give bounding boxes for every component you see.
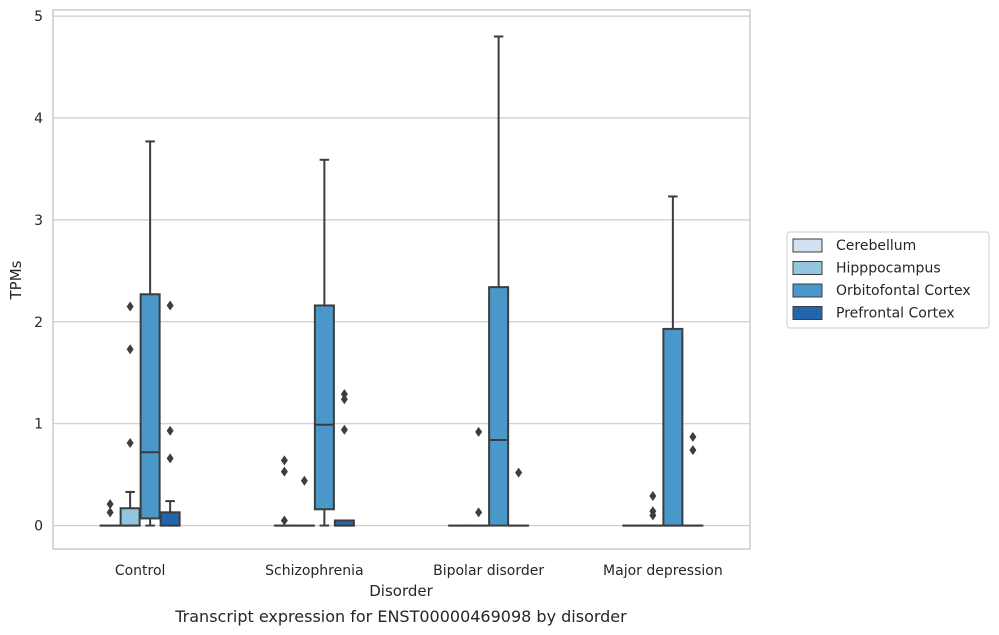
legend: Cerebellum Hipppocampus Orbitofontal Corte…: [786, 231, 990, 329]
outlier-point: [689, 445, 697, 456]
outlier-point: [340, 389, 348, 400]
x-tick-label: Major depression: [603, 563, 723, 579]
box: [139, 293, 161, 520]
legend-swatch: [792, 283, 823, 298]
box: [488, 286, 510, 527]
y-tick-label: 5: [34, 9, 43, 25]
outlier-point: [300, 475, 308, 486]
y-tick-label: 4: [34, 111, 43, 127]
y-tick-label: 3: [34, 213, 43, 229]
series-cerebellum: [99, 455, 644, 527]
x-axis: Control Schizophrenia Bipolar disorder Majo…: [115, 563, 723, 579]
outlier-point: [280, 455, 288, 466]
legend-swatch: [792, 306, 823, 320]
outlier-point: [475, 426, 483, 437]
plot-frame: [52, 9, 751, 550]
legend-label: Prefrontal Cortex: [836, 306, 955, 322]
outlier-point: [126, 344, 134, 355]
legend-label: Cerebellum: [836, 238, 916, 254]
series-hipppocampus: [119, 301, 664, 527]
outlier-point: [280, 466, 288, 477]
chart-caption: Transcript expression for ENST0000046909…: [174, 607, 627, 626]
outlier-point: [126, 438, 134, 449]
legend-label: Orbitofontal Cortex: [836, 283, 971, 299]
x-tick-label: Schizophrenia: [265, 563, 363, 579]
legend-frame: [786, 231, 990, 329]
outlier-point: [475, 507, 483, 518]
x-tick-label: Control: [115, 563, 166, 579]
box: [662, 327, 684, 527]
y-tick-label: 0: [34, 519, 43, 535]
outlier-point: [649, 506, 657, 517]
outlier-point: [340, 424, 348, 435]
legend-label: Hipppocampus: [836, 261, 941, 277]
box: [119, 507, 141, 527]
outlier-point: [106, 507, 114, 518]
outlier-point: [166, 300, 174, 311]
outlier-point: [166, 425, 174, 436]
legend-swatch: [792, 261, 823, 275]
box: [313, 304, 335, 511]
outlier-point: [106, 499, 114, 510]
outlier-point: [166, 453, 174, 464]
y-tick-label: 2: [34, 315, 43, 331]
y-tick-label: 1: [34, 417, 43, 433]
series-orbitofontal-cortex: [139, 35, 684, 527]
x-tick-label: Bipolar disorder: [433, 563, 544, 579]
y-axis-title: TPMs: [7, 260, 25, 300]
outlier-point: [515, 467, 523, 478]
outlier-point: [280, 515, 288, 526]
outlier-point: [689, 431, 697, 442]
y-axis: 0 1 2 3 4 5: [34, 9, 43, 534]
plot-area: [99, 35, 704, 527]
series-prefrontal-cortex: [159, 300, 704, 527]
x-axis-title: Disorder: [369, 582, 433, 600]
box: [159, 511, 181, 527]
legend-swatch: [792, 238, 823, 253]
outlier-point: [126, 301, 134, 312]
outlier-point: [649, 491, 657, 502]
outlier-point: [340, 394, 348, 405]
